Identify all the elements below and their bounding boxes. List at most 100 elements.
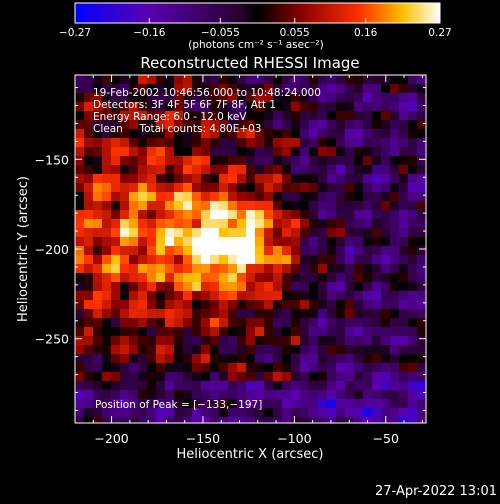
- heatmap-cell: [327, 273, 337, 283]
- heatmap-cell: [327, 372, 337, 382]
- heatmap-cell: [147, 228, 157, 238]
- heatmap-cell: [381, 246, 391, 256]
- heatmap-cell: [282, 210, 292, 220]
- heatmap-cell: [237, 102, 247, 112]
- heatmap-cell: [192, 84, 202, 94]
- heatmap-cell: [336, 120, 346, 130]
- heatmap-cell: [354, 264, 364, 274]
- heatmap-cell: [201, 129, 211, 139]
- heatmap-cell: [219, 120, 229, 130]
- heatmap-cell: [354, 93, 364, 103]
- heatmap-cell: [210, 345, 220, 355]
- heatmap-cell: [291, 228, 301, 238]
- heatmap-cell: [336, 84, 346, 94]
- heatmap-cell: [183, 129, 193, 139]
- heatmap-cell: [120, 327, 130, 337]
- heatmap-cell: [408, 264, 418, 274]
- heatmap-cell: [408, 399, 418, 409]
- heatmap-cell: [309, 174, 319, 184]
- heatmap-cell: [183, 138, 193, 148]
- heatmap-cell: [228, 102, 238, 112]
- heatmap-cell: [84, 93, 94, 103]
- heatmap-cell: [120, 354, 130, 364]
- heatmap-cell: [129, 201, 139, 211]
- heatmap-cell: [273, 381, 283, 391]
- heatmap-cell: [84, 183, 94, 193]
- heatmap-cell: [129, 165, 139, 175]
- heatmap-cell: [417, 336, 426, 346]
- heatmap-cell: [93, 300, 103, 310]
- heatmap-cell: [363, 93, 373, 103]
- heatmap-cell: [75, 273, 85, 283]
- heatmap-cell: [201, 174, 211, 184]
- heatmap-cell: [156, 273, 166, 283]
- heatmap-cell: [138, 273, 148, 283]
- heatmap-cell: [417, 273, 426, 283]
- heatmap-cell: [354, 246, 364, 256]
- heatmap-cell: [156, 147, 166, 157]
- heatmap-cell: [345, 75, 355, 85]
- heatmap-cell: [300, 390, 310, 400]
- heatmap-cell: [345, 390, 355, 400]
- heatmap-cell: [138, 174, 148, 184]
- heatmap-cell: [327, 363, 337, 373]
- heatmap-cell: [282, 345, 292, 355]
- heatmap-cell: [93, 84, 103, 94]
- heatmap-cell: [111, 84, 121, 94]
- heatmap-cell: [399, 138, 409, 148]
- heatmap-cell: [120, 291, 130, 301]
- heatmap-cell: [255, 93, 265, 103]
- heatmap-cell: [210, 228, 220, 238]
- heatmap-cell: [291, 192, 301, 202]
- heatmap-cell: [399, 345, 409, 355]
- heatmap-cell: [417, 282, 426, 292]
- heatmap-cell: [165, 93, 175, 103]
- heatmap-cell: [237, 282, 247, 292]
- heatmap-cell: [174, 354, 184, 364]
- heatmap-cell: [75, 183, 85, 193]
- heatmap-cell: [75, 246, 85, 256]
- heatmap-cell: [102, 354, 112, 364]
- heatmap-cell: [183, 300, 193, 310]
- heatmap-cell: [201, 156, 211, 166]
- heatmap-cell: [102, 291, 112, 301]
- heatmap-cell: [165, 399, 175, 409]
- heatmap-cell: [102, 84, 112, 94]
- heatmap-cell: [84, 147, 94, 157]
- heatmap-cell: [111, 282, 121, 292]
- heatmap-cell: [174, 237, 184, 247]
- heatmap-cell: [399, 255, 409, 265]
- heatmap-cell: [120, 201, 130, 211]
- heatmap-cell: [363, 345, 373, 355]
- heatmap-cell: [174, 246, 184, 256]
- heatmap-cell: [264, 291, 274, 301]
- heatmap-cell: [417, 174, 426, 184]
- heatmap-cell: [399, 264, 409, 274]
- heatmap-cell: [138, 408, 148, 418]
- heatmap-cell: [354, 390, 364, 400]
- heatmap-cell: [84, 156, 94, 166]
- chart-title: Reconstructed RHESSI Image: [140, 54, 359, 72]
- heatmap-cell: [210, 354, 220, 364]
- heatmap-cell: [129, 246, 139, 256]
- heatmap-cell: [201, 300, 211, 310]
- heatmap-cell: [219, 363, 229, 373]
- heatmap-cell: [93, 129, 103, 139]
- heatmap-cell: [102, 102, 112, 112]
- heatmap-cell: [318, 417, 328, 423]
- heatmap-cell: [336, 147, 346, 157]
- heatmap-cell: [246, 291, 256, 301]
- heatmap-cell: [201, 408, 211, 418]
- heatmap-cell: [390, 246, 400, 256]
- heatmap-cell: [138, 102, 148, 112]
- heatmap-cell: [345, 129, 355, 139]
- heatmap-cell: [174, 165, 184, 175]
- heatmap-cell: [372, 102, 382, 112]
- heatmap-cell: [165, 120, 175, 130]
- heatmap-cell: [291, 408, 301, 418]
- heatmap-cell: [399, 390, 409, 400]
- heatmap-cell: [84, 228, 94, 238]
- heatmap-cell: [129, 309, 139, 319]
- heatmap-cell: [237, 165, 247, 175]
- heatmap-cell: [372, 165, 382, 175]
